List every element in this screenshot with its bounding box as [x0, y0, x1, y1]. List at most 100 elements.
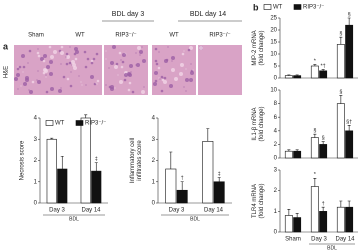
tissue-spot — [123, 78, 127, 82]
legend-swatch — [75, 120, 84, 126]
tissue-spot — [164, 59, 168, 63]
error-bar — [313, 133, 317, 138]
tissue-spot — [141, 46, 143, 48]
tissue-spot — [121, 60, 125, 64]
tissue-spot — [50, 55, 54, 59]
error-bar — [321, 141, 325, 145]
y-tick-label: 10 — [270, 88, 277, 94]
tissue-spot — [171, 56, 175, 60]
significance-marker: ‡ — [218, 171, 221, 177]
tissue-spot — [37, 70, 39, 72]
significance-marker: § — [339, 31, 342, 37]
tissue-spot — [143, 86, 145, 88]
tissue-spot — [135, 52, 137, 54]
tissue-spot — [27, 62, 29, 64]
bar — [345, 206, 354, 233]
tissue-spot — [141, 90, 145, 94]
tissue-spot — [179, 72, 183, 76]
bar — [284, 150, 293, 159]
tissue-spot — [192, 69, 194, 71]
tissue-spot — [21, 54, 25, 58]
significance-marker: *† — [321, 64, 326, 70]
tissue-spot — [185, 68, 187, 70]
y-tick-label: 4 — [274, 128, 278, 134]
tissue-spot — [49, 60, 53, 64]
error-bar — [287, 208, 291, 216]
tissue-spot — [40, 57, 44, 61]
tissue-spot — [158, 77, 160, 79]
significance-marker: * — [314, 172, 317, 178]
tissue-spot — [70, 71, 72, 73]
error-bar — [94, 162, 98, 172]
y-tick-label: 0 — [274, 76, 278, 82]
tissue-spot — [181, 52, 185, 56]
y-tick-label: 1 — [152, 179, 156, 185]
tissue-spot — [160, 89, 164, 93]
error-bar — [321, 69, 325, 71]
tissue-spot — [23, 82, 27, 86]
error-bar — [287, 74, 291, 76]
tissue-spot — [83, 50, 87, 54]
tissue-spot — [95, 52, 99, 56]
y-tick-label: 0 — [152, 201, 156, 207]
bar — [345, 130, 354, 159]
significance-marker: § — [322, 136, 325, 142]
group-header: BDL day 14 — [190, 11, 226, 18]
tissue-spot — [29, 90, 33, 94]
tissue-spot — [78, 75, 80, 77]
tissue-spot — [81, 84, 83, 86]
y-tick-label: 2 — [274, 142, 278, 148]
error-bar — [347, 200, 351, 208]
error-bar — [295, 213, 299, 218]
bar — [284, 215, 293, 233]
legend-label: WT — [55, 121, 65, 127]
panel-label: b — [253, 2, 259, 12]
tissue-spot — [163, 80, 167, 84]
row-label: H&E — [4, 66, 10, 78]
tissue-spot — [16, 73, 20, 77]
tissue-spot — [114, 65, 118, 69]
tissue-spot — [139, 50, 143, 54]
y-tick-label: 25 — [270, 16, 277, 22]
tissue-spot — [105, 84, 107, 86]
tissue-spot — [131, 90, 135, 94]
y-tick-label: 1 — [274, 209, 278, 215]
significance-marker: † — [322, 201, 325, 207]
group-header: BDL day 3 — [112, 11, 145, 18]
x-tick-label: Day 3 — [169, 208, 185, 214]
tissue-spot — [129, 64, 133, 68]
tissue-spot — [49, 72, 53, 76]
error-bar — [339, 36, 343, 45]
tissue-spot — [43, 68, 47, 72]
tissue-spot — [189, 46, 193, 50]
column-label: RIP3⁻/⁻ — [209, 33, 230, 39]
histology-image — [14, 45, 58, 95]
tissue-spot — [127, 88, 131, 92]
significance-marker: § — [313, 128, 316, 134]
tissue-spot — [36, 51, 40, 55]
error-bar — [295, 149, 299, 152]
tissue-spot — [122, 53, 126, 57]
significance-marker: § — [348, 12, 351, 18]
error-bar — [206, 128, 210, 142]
tissue-spot — [135, 64, 137, 66]
y-tick-label: 2 — [34, 158, 38, 164]
error-bar — [169, 151, 173, 169]
tissue-spot — [154, 59, 158, 63]
tissue-spot — [60, 45, 64, 49]
tissue-spot — [42, 71, 46, 75]
tissue-spot — [127, 72, 131, 76]
tissue-spot — [167, 46, 169, 48]
x-tick-label: Day 3 — [49, 208, 65, 214]
tissue-spot — [154, 79, 158, 83]
tissue-spot — [60, 51, 64, 55]
significance-marker: § — [339, 89, 342, 95]
tissue-spot — [31, 80, 35, 84]
tissue-spot — [136, 63, 140, 67]
bar — [293, 150, 302, 159]
tissue-spot — [60, 63, 62, 65]
legend-label: RIP3⁻/⁻ — [303, 5, 324, 11]
significance-marker: † — [181, 176, 184, 182]
error-bar — [313, 177, 317, 187]
tissue-spot — [65, 52, 69, 56]
